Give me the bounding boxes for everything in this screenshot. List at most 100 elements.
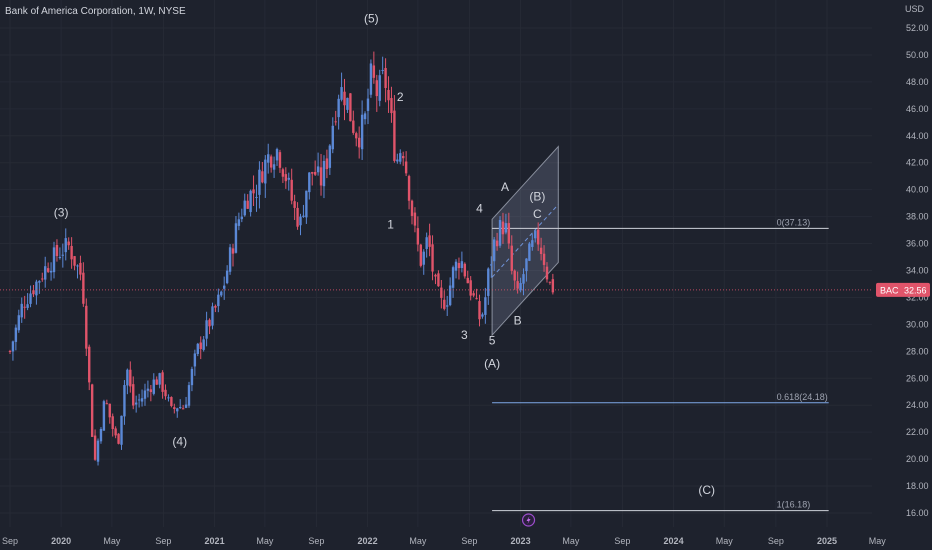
wave-label: 5 xyxy=(489,334,496,348)
last-price-label: 32.56 xyxy=(904,285,927,295)
candle-body xyxy=(507,223,511,244)
x-tick-label: 2023 xyxy=(511,536,531,546)
candle-body xyxy=(487,268,490,296)
x-tick-label: 2020 xyxy=(51,536,71,546)
y-tick-label: 44.00 xyxy=(906,131,929,141)
wave-label: 3 xyxy=(461,328,468,342)
x-tick-label: May xyxy=(256,536,274,546)
candle-body xyxy=(29,293,32,304)
candle-body xyxy=(466,277,469,284)
candle-body xyxy=(349,93,352,122)
candle-body xyxy=(269,156,273,168)
candle-body xyxy=(225,270,229,284)
candle-body xyxy=(534,230,537,239)
candle-body xyxy=(378,75,381,101)
candle-body xyxy=(255,196,258,198)
candle-body xyxy=(82,272,85,304)
y-tick-label: 38.00 xyxy=(906,212,929,222)
x-tick-label: Sep xyxy=(308,536,324,546)
candle-body xyxy=(99,428,103,442)
x-tick-label: May xyxy=(562,536,580,546)
candle-body xyxy=(11,341,15,352)
candle-body xyxy=(120,415,123,445)
candle-body xyxy=(448,285,452,306)
x-tick-label: 2022 xyxy=(358,536,378,546)
candle-body xyxy=(501,221,505,235)
candle-body xyxy=(243,200,246,216)
candle-body xyxy=(146,388,150,391)
candle-body xyxy=(539,247,543,255)
x-tick-label: 2025 xyxy=(817,536,837,546)
candle-body xyxy=(384,68,387,89)
candle-body xyxy=(446,305,449,307)
y-tick-label: 22.00 xyxy=(906,427,929,437)
candle-body xyxy=(90,384,94,437)
candle-body xyxy=(284,174,288,182)
candle-body xyxy=(61,254,65,256)
candle-body xyxy=(32,290,35,295)
candle-body xyxy=(23,306,26,308)
candle-body xyxy=(357,137,361,148)
wave-label: (5) xyxy=(364,12,379,26)
candle-body xyxy=(228,247,232,272)
y-tick-label: 42.00 xyxy=(906,158,929,168)
candle-body xyxy=(293,201,296,208)
wave-label: (B) xyxy=(529,189,545,203)
candle-body xyxy=(316,166,320,173)
candle-body xyxy=(161,372,164,392)
candle-body xyxy=(387,89,390,101)
candle-body xyxy=(372,65,376,78)
candle-body xyxy=(217,294,220,307)
candle-body xyxy=(252,189,255,194)
y-tick-label: 24.00 xyxy=(906,400,929,410)
candle-body xyxy=(88,346,91,383)
candle-body xyxy=(85,305,88,349)
candle-body xyxy=(281,169,285,177)
candle-body xyxy=(26,304,29,308)
candle-body xyxy=(35,281,38,296)
candle-body xyxy=(44,266,47,280)
candle-body xyxy=(152,379,155,394)
candle-body xyxy=(434,274,437,277)
candle-body xyxy=(363,113,367,120)
candle-body xyxy=(176,408,179,412)
wave-label: 4 xyxy=(476,202,483,216)
candle-body xyxy=(437,273,440,287)
y-tick-label: 26.00 xyxy=(906,373,929,383)
x-tick-label: May xyxy=(409,536,427,546)
candle-body xyxy=(337,98,340,118)
candle-body xyxy=(522,274,525,284)
candle-body xyxy=(302,215,305,217)
candle-body xyxy=(393,110,396,161)
channel-midline xyxy=(491,204,559,278)
wave-label: (4) xyxy=(172,435,187,449)
candle-body xyxy=(390,98,393,114)
candle-body xyxy=(55,244,59,257)
candle-body xyxy=(360,114,364,150)
candle-body xyxy=(498,220,502,246)
fib-level-label: 0.618(24.18) xyxy=(777,392,828,402)
wave-label: C xyxy=(533,207,542,221)
candle-body xyxy=(551,279,555,293)
candle-body xyxy=(548,281,552,283)
x-tick-label: May xyxy=(869,536,887,546)
candle-body xyxy=(369,63,373,95)
x-tick-label: Sep xyxy=(2,536,18,546)
candle-body xyxy=(41,278,44,280)
candle-body xyxy=(469,280,472,296)
candle-body xyxy=(178,406,182,409)
candle-body xyxy=(196,343,199,354)
candle-body xyxy=(334,121,337,123)
candle-body xyxy=(516,281,519,289)
candle-body xyxy=(463,263,467,277)
candle-body xyxy=(346,97,349,110)
y-tick-label: 52.00 xyxy=(906,23,929,33)
y-tick-label: 16.00 xyxy=(906,508,929,518)
candle-body xyxy=(328,145,332,168)
candle-body xyxy=(422,251,425,265)
candle-body xyxy=(504,223,508,233)
candle-body xyxy=(425,237,428,249)
lightning-icon-glyph xyxy=(526,516,531,524)
chart-title: Bank of America Corporation, 1W, NYSE xyxy=(5,6,186,17)
